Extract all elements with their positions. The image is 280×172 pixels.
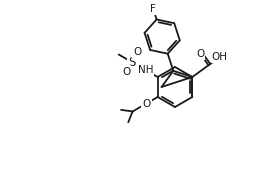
Text: S: S <box>128 56 136 68</box>
Text: F: F <box>150 4 156 14</box>
Text: O: O <box>133 47 141 57</box>
Text: NH: NH <box>138 65 153 75</box>
Text: OH: OH <box>212 52 228 62</box>
Text: O: O <box>142 99 151 109</box>
Text: O: O <box>122 67 130 77</box>
Text: O: O <box>196 49 204 59</box>
